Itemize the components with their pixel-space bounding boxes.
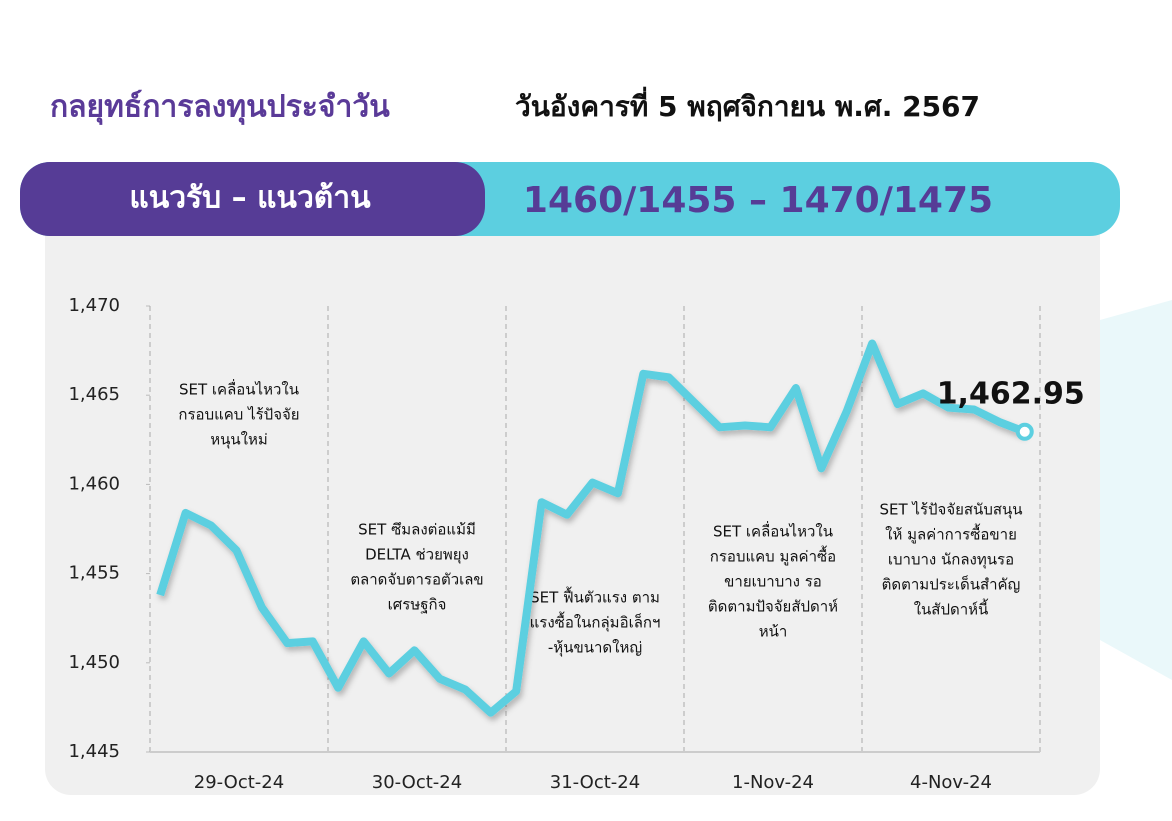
banner-label: แนวรับ – แนวต้าน xyxy=(129,181,371,216)
banner-label-box xyxy=(20,162,485,236)
annotation: ขายเบาบาง รอ xyxy=(724,573,822,591)
annotation: ให้ มูลค่าการซื้อขาย xyxy=(885,524,1017,544)
annotation: เศรษฐกิจ xyxy=(388,596,447,614)
annotation: หนุนใหม่ xyxy=(210,431,268,450)
annotation: SET เคลื่อนไหวใน xyxy=(713,521,833,541)
y-tick-label: 1,460 xyxy=(68,473,120,494)
value-label: 1,462.95 xyxy=(937,376,1085,411)
x-tick-label: 1-Nov-24 xyxy=(732,772,814,793)
annotation: -หุ้นขนาดใหญ่ xyxy=(548,639,642,658)
y-tick-label: 1,465 xyxy=(68,384,120,405)
chart-title: กลยุทธ์การลงทุนประจำวัน xyxy=(50,90,390,126)
annotation: แรงซื้อในกลุ่มอิเล็กฯ xyxy=(530,612,661,633)
annotation: SET ฟื้นตัวแรง ตาม xyxy=(530,587,660,607)
x-tick-label: 4-Nov-24 xyxy=(910,772,992,793)
annotation: ในสัปดาห์นี้ xyxy=(914,599,989,619)
y-tick-label: 1,450 xyxy=(68,652,120,673)
x-tick-label: 30-Oct-24 xyxy=(372,772,462,793)
line xyxy=(156,339,1027,717)
annotation: ติดตามประเด็นสำคัญ xyxy=(882,575,1021,594)
chart-subtitle: วันอังคารที่ 5 พฤศจิกายน พ.ศ. 2567 xyxy=(515,86,980,123)
annotation: SET เคลื่อนไหวใน xyxy=(179,379,299,399)
annotation: กรอบแคบ ไร้ปัจจัย xyxy=(178,406,299,424)
annotation: SET ไร้ปัจจัยสนับสนุน xyxy=(879,501,1022,520)
y-tick-label: 1,470 xyxy=(68,295,120,316)
annotation: กรอบแคบ มูลค่าซื้อ xyxy=(710,546,836,566)
annotation: ตลาดจับตารอตัวเลข xyxy=(350,571,483,589)
banner-levels: 1460/1455 – 1470/1475 xyxy=(523,180,993,221)
annotation: SET ซึมลงต่อแม้มี xyxy=(358,521,476,539)
y-tick-label: 1,445 xyxy=(68,741,120,762)
end-marker xyxy=(1015,422,1034,441)
x-tick-label: 29-Oct-24 xyxy=(194,772,284,793)
annotation: เบาบาง นักลงทุนรอ xyxy=(888,551,1014,570)
x-tick-label: 31-Oct-24 xyxy=(550,772,640,793)
annotation: หน้า xyxy=(759,623,788,641)
annotation: ติดตามปัจจัยสัปดาห์ xyxy=(708,598,838,616)
decoration xyxy=(1100,300,1172,680)
annotation: DELTA ช่วยพยุง xyxy=(365,546,469,565)
y-tick-label: 1,455 xyxy=(68,563,120,584)
